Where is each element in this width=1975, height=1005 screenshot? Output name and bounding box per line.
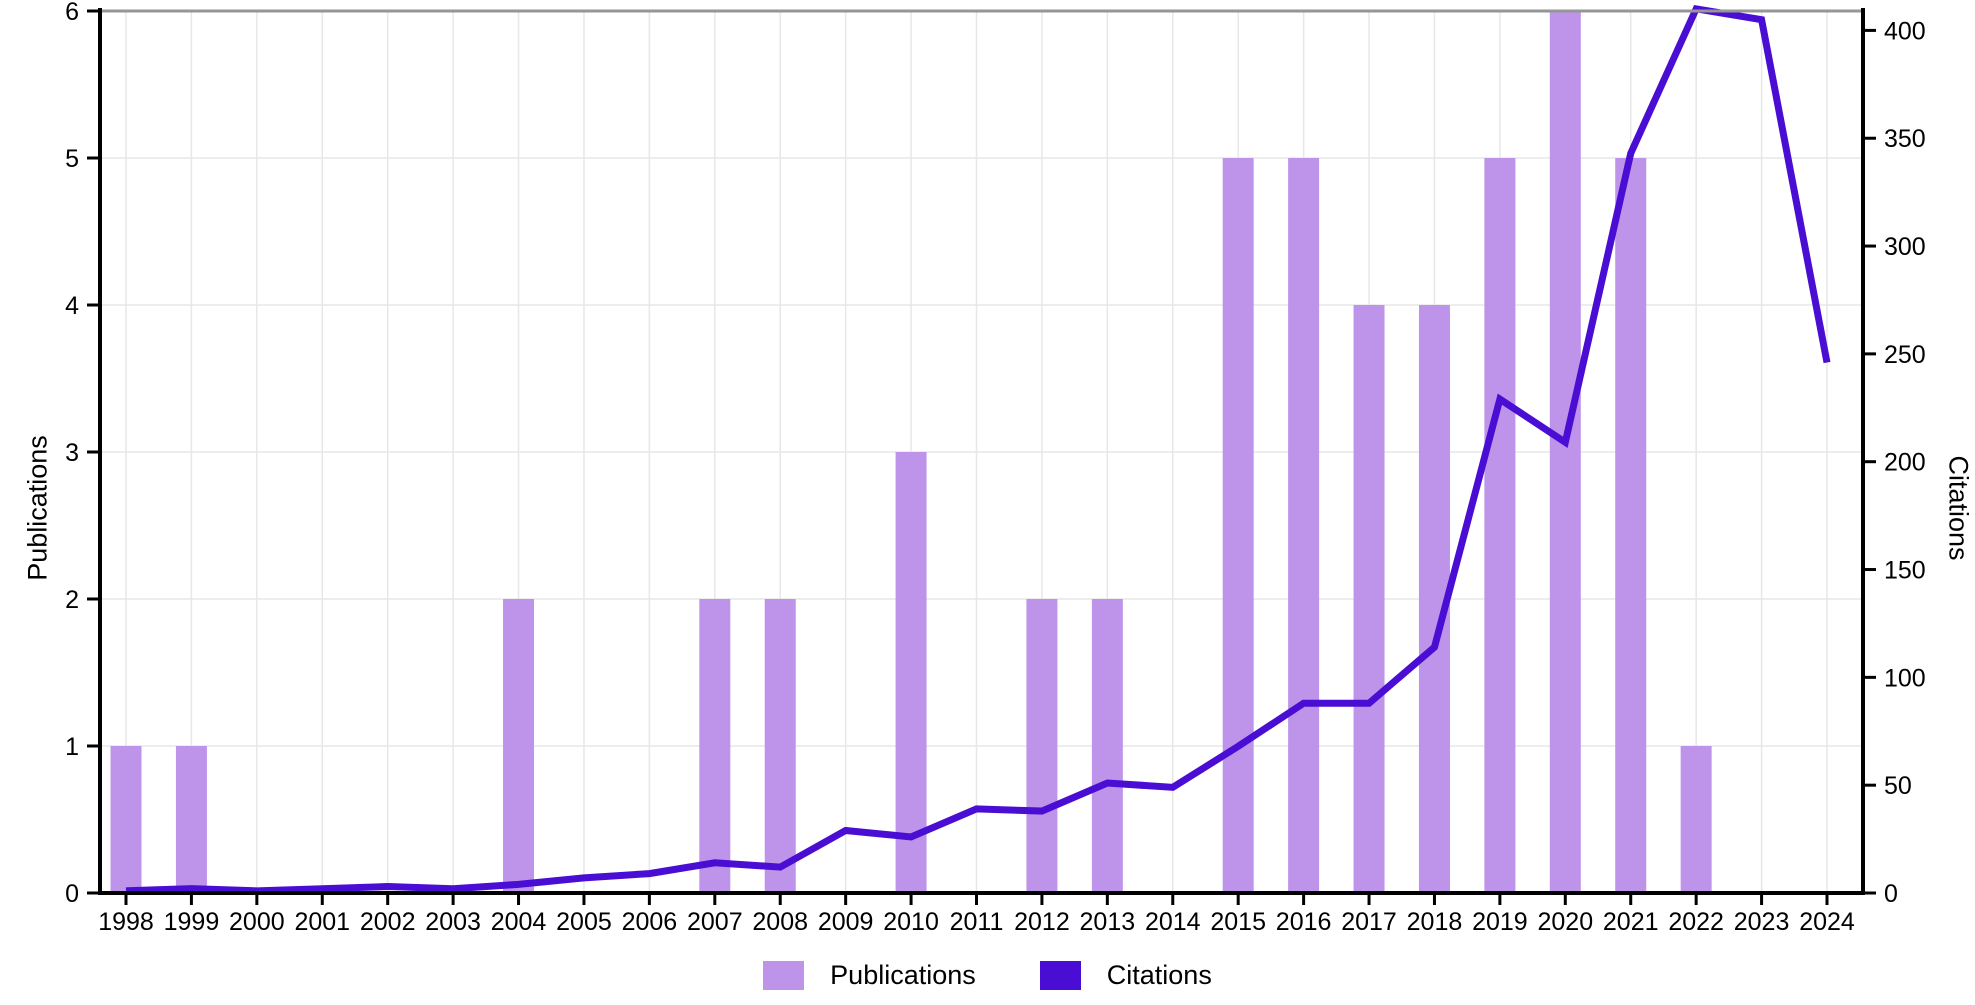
publications-swatch xyxy=(763,961,805,990)
left-tick-label: 5 xyxy=(65,145,79,173)
right-tick-label: 200 xyxy=(1884,449,1926,477)
x-tick-label-2013: 2013 xyxy=(1080,908,1136,936)
left-tick-label: 6 xyxy=(65,0,79,26)
x-tick-label-2024: 2024 xyxy=(1799,908,1855,936)
x-tick-label-2003: 2003 xyxy=(425,908,481,936)
x-tick-label-2010: 2010 xyxy=(883,908,939,936)
bar-2019 xyxy=(1484,158,1516,893)
x-tick-label-2000: 2000 xyxy=(229,908,285,936)
bar-1999 xyxy=(175,746,207,893)
right-axis-title: Citations xyxy=(1943,455,1974,561)
x-tick-label-2008: 2008 xyxy=(752,908,808,936)
x-tick-label-1998: 1998 xyxy=(98,908,154,936)
bar-2015 xyxy=(1222,158,1254,893)
x-tick-label-2002: 2002 xyxy=(360,908,416,936)
left-axis-title: Publications xyxy=(22,435,53,581)
legend-item-citations: Citations xyxy=(1039,960,1212,991)
bar-2022 xyxy=(1680,746,1712,893)
left-tick-label: 3 xyxy=(65,439,79,467)
x-tick-label-1999: 1999 xyxy=(164,908,220,936)
x-tick-label-2014: 2014 xyxy=(1145,908,1201,936)
x-tick-label-2017: 2017 xyxy=(1341,908,1397,936)
x-tick-label-2015: 2015 xyxy=(1210,908,1266,936)
left-tick-label: 0 xyxy=(65,880,79,908)
citations-line xyxy=(125,4,1831,895)
x-tick-label-2009: 2009 xyxy=(818,908,874,936)
bar-2016 xyxy=(1288,158,1320,893)
right-tick-label: 350 xyxy=(1884,125,1926,153)
bar-2021 xyxy=(1615,158,1647,893)
x-tick-label-2007: 2007 xyxy=(687,908,743,936)
legend: Publications Citations xyxy=(0,960,1975,991)
x-tick-label-2020: 2020 xyxy=(1537,908,1593,936)
right-tick-label: 100 xyxy=(1884,664,1926,692)
citations-legend-label: Citations xyxy=(1106,960,1212,990)
x-tick-label-2004: 2004 xyxy=(491,908,547,936)
bar-2004 xyxy=(503,599,535,893)
x-tick-label-2023: 2023 xyxy=(1734,908,1790,936)
legend-item-publications: Publications xyxy=(763,960,976,991)
bar-2017 xyxy=(1353,305,1385,893)
right-tick-label: 50 xyxy=(1884,772,1912,800)
bar-2020 xyxy=(1549,11,1581,893)
x-tick-label-2018: 2018 xyxy=(1407,908,1463,936)
left-tick-label: 1 xyxy=(65,733,79,761)
bar-1998 xyxy=(110,746,142,893)
citations-swatch xyxy=(1039,961,1081,990)
x-tick-label-2022: 2022 xyxy=(1668,908,1724,936)
right-tick-label: 400 xyxy=(1884,17,1926,45)
bar-2013 xyxy=(1091,599,1123,893)
right-tick-label: 150 xyxy=(1884,557,1926,585)
left-tick-label: 4 xyxy=(65,292,79,320)
left-tick-label: 2 xyxy=(65,586,79,614)
x-tick-label-2012: 2012 xyxy=(1014,908,1070,936)
bar-2010 xyxy=(895,452,927,893)
bar-2007 xyxy=(699,599,731,893)
right-tick-label: 250 xyxy=(1884,341,1926,369)
x-tick-label-2016: 2016 xyxy=(1276,908,1332,936)
x-tick-label-2019: 2019 xyxy=(1472,908,1528,936)
right-tick-label: 300 xyxy=(1884,233,1926,261)
x-tick-label-2001: 2001 xyxy=(294,908,350,936)
x-tick-label-2005: 2005 xyxy=(556,908,612,936)
bar-2008 xyxy=(764,599,796,893)
bar-2012 xyxy=(1026,599,1058,893)
publications-legend-label: Publications xyxy=(830,960,976,990)
right-tick-label: 0 xyxy=(1884,880,1898,908)
x-tick-label-2011: 2011 xyxy=(950,908,1004,936)
x-tick-label-2021: 2021 xyxy=(1603,908,1659,936)
x-tick-label-2006: 2006 xyxy=(622,908,678,936)
